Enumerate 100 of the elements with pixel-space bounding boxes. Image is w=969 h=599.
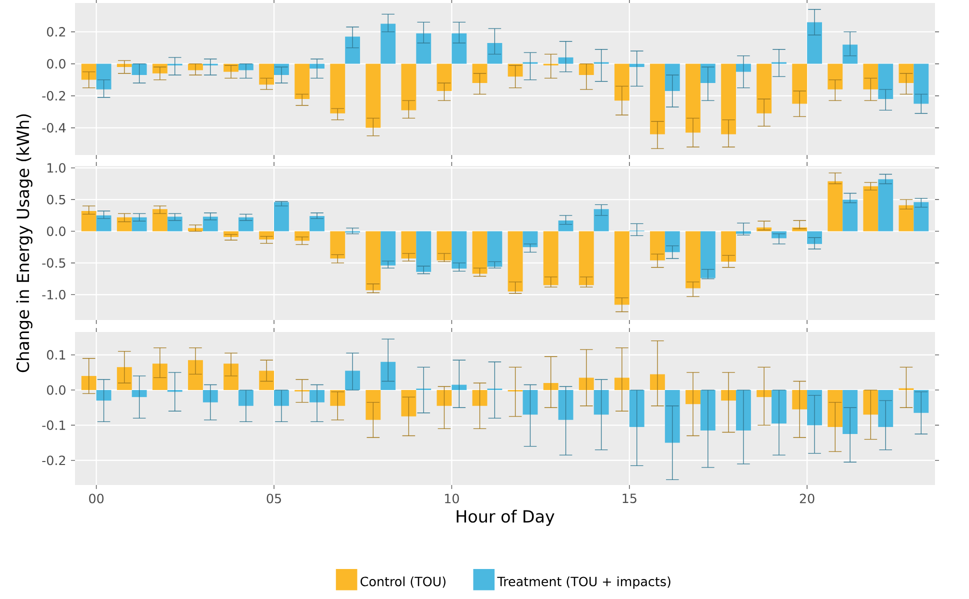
bar [756, 390, 772, 398]
bar [401, 390, 416, 416]
bar [436, 64, 452, 91]
bar [828, 64, 843, 90]
bar [914, 390, 929, 413]
bar [686, 64, 700, 133]
bar [401, 64, 416, 110]
legend-label: Control (TOU) [360, 576, 446, 588]
bar [294, 64, 310, 99]
bar [152, 364, 168, 390]
bar [736, 390, 751, 430]
bar [345, 370, 360, 390]
bar [416, 33, 432, 64]
bar [664, 390, 680, 443]
bar [736, 64, 751, 72]
bar [772, 390, 786, 424]
bar [380, 362, 396, 390]
bar [686, 231, 700, 288]
bar [650, 64, 665, 134]
bar [629, 64, 644, 67]
bar [310, 216, 324, 232]
bar [898, 64, 914, 83]
bar [202, 390, 218, 402]
bar [578, 231, 594, 286]
bar [558, 220, 574, 232]
bar [366, 64, 381, 128]
bar [259, 231, 274, 240]
bar [558, 57, 574, 64]
y-tick-label: -1.0 [42, 290, 66, 300]
bar [914, 202, 929, 232]
bar [543, 231, 558, 286]
bar [721, 390, 736, 401]
bar [842, 390, 858, 434]
bar [401, 231, 416, 259]
y-tick-label: 0.0 [46, 385, 66, 395]
y-tick-label: 0.0 [46, 58, 66, 69]
bar [259, 370, 274, 390]
bar [132, 64, 147, 75]
bar [543, 382, 558, 390]
bar [238, 390, 254, 406]
y-tick-label: 0.1 [46, 350, 66, 360]
bar [578, 64, 594, 75]
bar [380, 231, 396, 266]
bar [614, 64, 630, 101]
bar [380, 24, 396, 64]
bar [330, 231, 346, 259]
bar [700, 231, 716, 278]
bar [508, 231, 523, 292]
bar [558, 390, 574, 420]
bar [863, 64, 878, 90]
bar [132, 390, 147, 398]
bar [330, 64, 346, 114]
bar [792, 64, 808, 104]
bar [878, 179, 894, 232]
bar [756, 64, 772, 114]
bar [721, 231, 736, 262]
bar [96, 390, 112, 401]
bar [721, 64, 736, 134]
bar [452, 384, 467, 390]
bar [294, 231, 310, 241]
bar [416, 231, 432, 272]
bar [152, 209, 168, 232]
bar [578, 378, 594, 390]
bar [594, 209, 609, 232]
bar [614, 231, 630, 305]
bar [863, 186, 878, 232]
bar [629, 390, 644, 427]
bar [650, 231, 665, 260]
bar [487, 42, 502, 64]
bar [842, 200, 858, 232]
bar [664, 231, 680, 252]
bar [792, 390, 808, 410]
bar [330, 390, 346, 406]
bar [614, 378, 630, 390]
x-tick-label: 05 [266, 494, 281, 504]
bar [898, 205, 914, 232]
bar [132, 217, 147, 232]
y-tick-label: -0.2 [42, 456, 66, 466]
bar [686, 390, 700, 404]
bar [452, 231, 467, 269]
bar [472, 231, 488, 274]
bar [472, 390, 488, 406]
bar [366, 390, 381, 420]
bar [594, 390, 609, 415]
bar [878, 64, 894, 99]
bar [807, 231, 822, 244]
bar [736, 231, 751, 234]
bar [436, 390, 452, 406]
x-tick-label: 20 [800, 494, 814, 504]
y-tick-label: 0.2 [46, 26, 66, 37]
bar [807, 390, 822, 426]
bar [807, 22, 822, 64]
bar [472, 64, 488, 83]
bar [81, 210, 96, 232]
bar [96, 215, 112, 232]
bar [224, 364, 238, 390]
bar [863, 390, 878, 415]
y-tick-label: -0.1 [42, 420, 66, 430]
bar [81, 64, 96, 80]
bar [238, 217, 254, 232]
